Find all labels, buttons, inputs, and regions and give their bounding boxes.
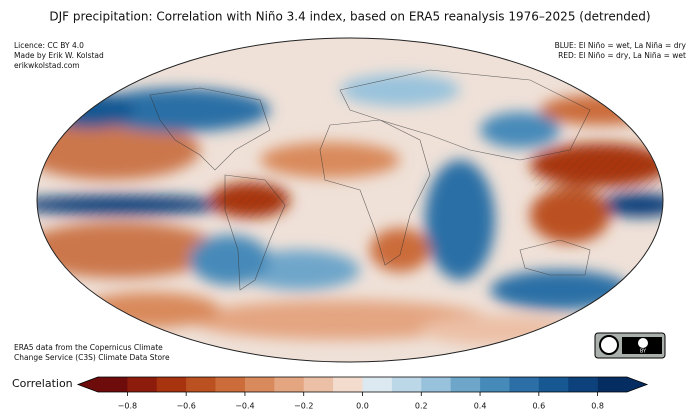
colorbar-segment [480, 377, 510, 392]
title: DJF precipitation: Correlation with Niño… [49, 10, 650, 24]
colorbar-segment [362, 377, 393, 392]
colorbar-tick-label: −0.4 [235, 402, 254, 411]
map [37, 38, 663, 362]
source-note: ERA5 data from the Copernicus Climate [14, 343, 163, 352]
colorbar-segment [509, 377, 540, 392]
colorbar-tick-label: −0.6 [176, 402, 195, 411]
source-note: Change Service (C3S) Climate Data Store [14, 353, 170, 362]
colorbar-segment [98, 377, 128, 392]
colorbar-segment [538, 377, 569, 392]
colorbar-segment [421, 377, 451, 392]
colorbar: −0.8 −0.6 −0.4 −0.2 0.0 0.2 0.4 0.6 0.8 [76, 376, 649, 411]
colorbar-segment [568, 377, 598, 392]
credit: Made by Erik W. Kolstad [14, 51, 104, 60]
colorbar-tick-label: −0.2 [294, 402, 313, 411]
colorbar-extend [627, 377, 647, 392]
colorbar-label: Correlation [12, 377, 73, 390]
colorbar-segment [391, 377, 422, 392]
credit: erikwkolstad.com [14, 61, 80, 70]
legend-note: RED: El Niño = dry, La Niña = wet [558, 51, 686, 60]
colorbar-tick-label: 0.6 [532, 402, 545, 411]
colorbar-segment [333, 377, 363, 392]
badge-text: BY [640, 349, 647, 355]
credit: Licence: CC BY 4.0 [14, 41, 84, 50]
colorbar-segment [215, 377, 246, 392]
colorbar-tick-label: 0.4 [474, 402, 487, 411]
colorbar-segment [127, 377, 158, 392]
cc-badge: BY [594, 332, 666, 359]
colorbar-extend [78, 377, 98, 392]
colorbar-segment [244, 377, 275, 392]
colorbar-segment [274, 377, 305, 392]
colorbar-tick-label: 0.8 [591, 402, 604, 411]
colorbar-segment [186, 377, 216, 392]
colorbar-segment [597, 377, 628, 392]
colorbar-tick-label: −0.8 [118, 402, 137, 411]
colorbar-segment [450, 377, 481, 392]
colorbar-tick-label: 0.0 [356, 402, 369, 411]
colorbar-tick-label: 0.2 [415, 402, 428, 411]
colorbar-segment [303, 377, 334, 392]
map-border [36, 37, 664, 363]
legend-note: BLUE: El Niño = wet, La Niña = dry [555, 41, 687, 50]
colorbar-outline [76, 376, 649, 393]
colorbar-segment [156, 377, 187, 392]
